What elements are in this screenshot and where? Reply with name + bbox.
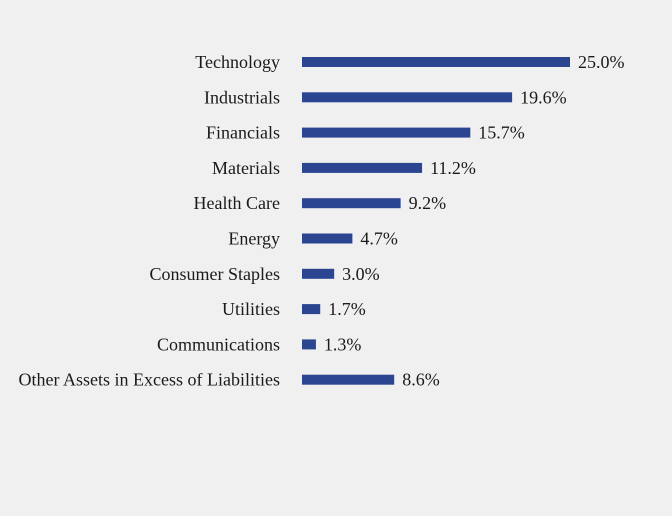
bar [302, 374, 395, 385]
bar [302, 92, 513, 103]
bar [302, 339, 316, 350]
bars-layer: Technology 25.0% Industrials 19.6% Financial… [19, 52, 625, 390]
category-label: Financials [206, 123, 280, 143]
value-label: 19.6% [520, 87, 567, 107]
value-label: 4.7% [360, 229, 398, 249]
category-label: Technology [195, 52, 280, 72]
category-label: Other Assets in Excess of Liabilities [19, 370, 280, 390]
bar [302, 233, 353, 244]
category-label: Communications [157, 334, 280, 354]
category-label: Health Care [194, 193, 280, 213]
value-label: 1.7% [328, 299, 366, 319]
bar [302, 127, 471, 138]
category-label: Energy [228, 229, 280, 249]
category-label: Consumer Staples [150, 264, 281, 284]
bar [302, 198, 401, 209]
value-label: 3.0% [342, 264, 380, 284]
value-label: 25.0% [578, 52, 625, 72]
value-label: 9.2% [409, 193, 447, 213]
value-label: 1.3% [324, 334, 362, 354]
value-label: 11.2% [430, 158, 476, 178]
value-label: 15.7% [478, 123, 524, 143]
bar [302, 268, 335, 279]
category-label: Industrials [204, 87, 280, 107]
value-label: 8.6% [402, 370, 440, 390]
bar [302, 57, 570, 67]
category-label: Materials [212, 158, 280, 178]
category-label: Utilities [222, 299, 280, 319]
bar [302, 304, 321, 315]
bar [302, 162, 423, 173]
